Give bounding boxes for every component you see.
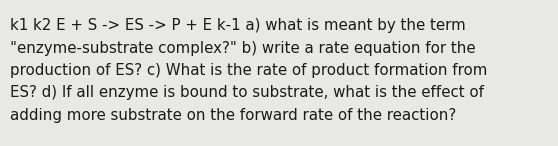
Text: ES? d) If all enzyme is bound to substrate, what is the effect of: ES? d) If all enzyme is bound to substra… (10, 86, 484, 100)
Text: adding more substrate on the forward rate of the reaction?: adding more substrate on the forward rat… (10, 108, 456, 123)
Text: k1 k2 E + S -> ES -> P + E k-1 a) what is meant by the term: k1 k2 E + S -> ES -> P + E k-1 a) what i… (10, 18, 466, 33)
Text: "enzyme-substrate complex?" b) write a rate equation for the: "enzyme-substrate complex?" b) write a r… (10, 40, 475, 55)
Text: production of ES? c) What is the rate of product formation from: production of ES? c) What is the rate of… (10, 63, 487, 78)
